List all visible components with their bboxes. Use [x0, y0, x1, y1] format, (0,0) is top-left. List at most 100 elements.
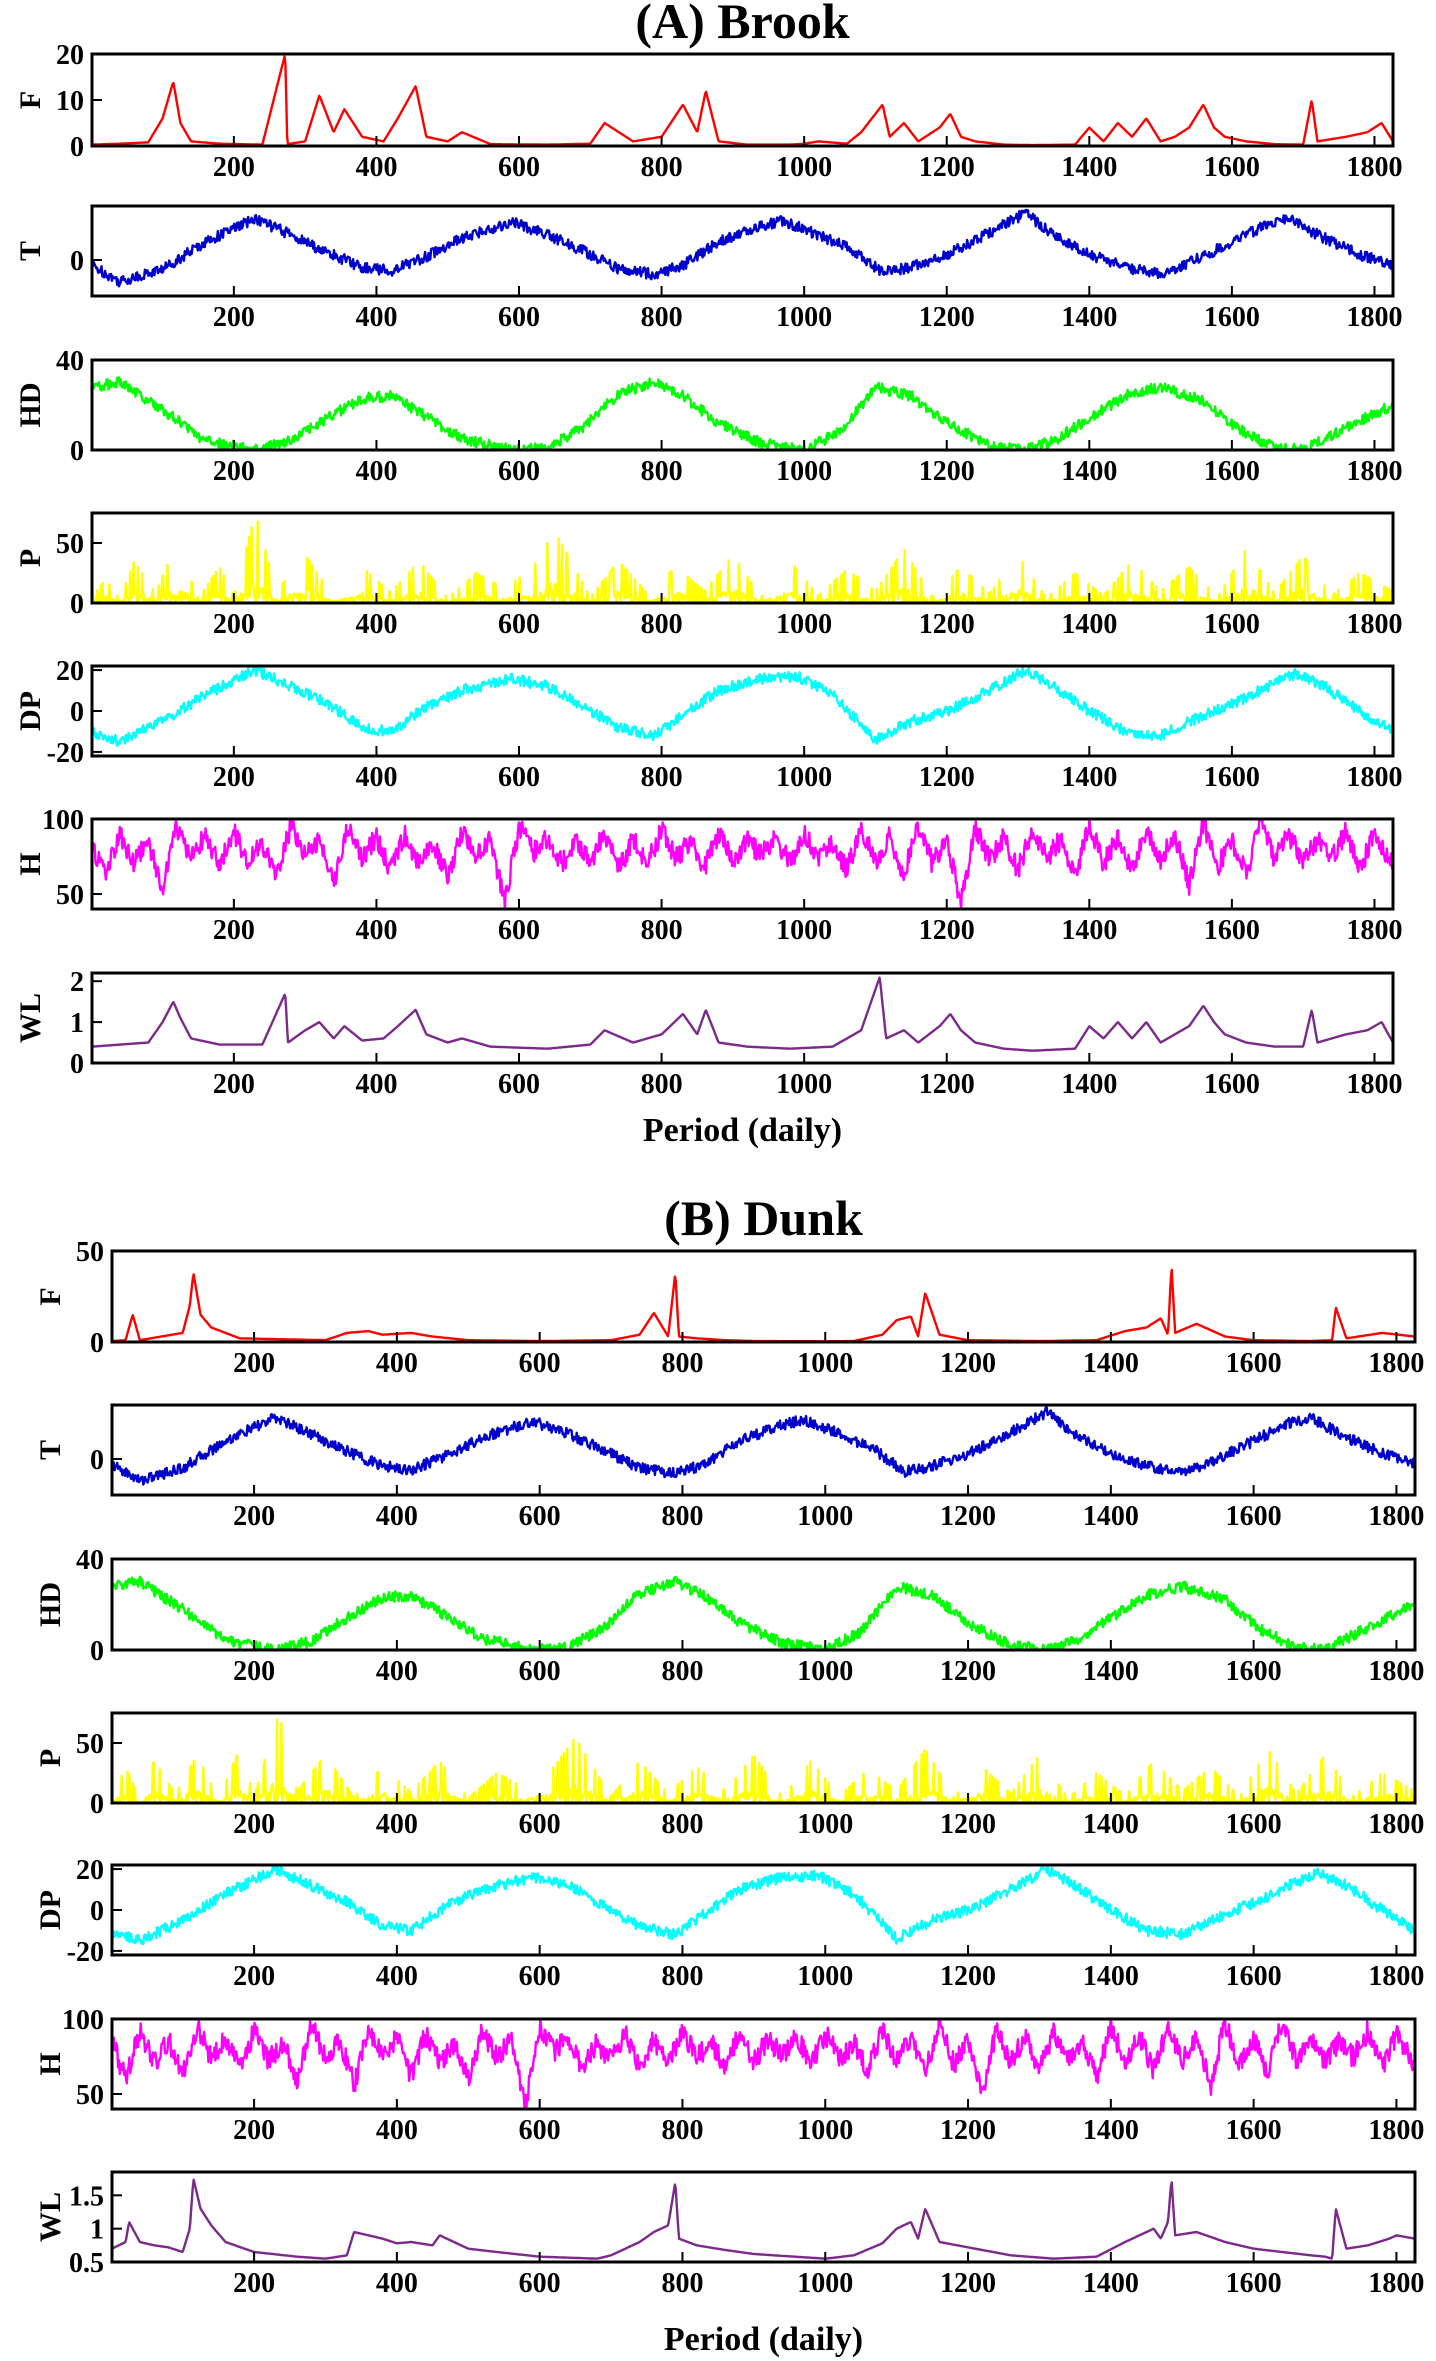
x-tick-label: 400	[376, 1961, 418, 1992]
x-tick-label: 1600	[1226, 1809, 1282, 1840]
x-tick-label: 1800	[1346, 302, 1402, 333]
x-tick-label: 1600	[1204, 609, 1260, 640]
y-axis-label: P	[34, 1749, 67, 1767]
x-tick-label: 1600	[1226, 1348, 1282, 1379]
x-tick-label: 800	[641, 302, 683, 333]
y-tick-label: 1.5	[69, 2181, 104, 2212]
x-tick-label: 1200	[940, 2268, 996, 2299]
x-tick-label: 1400	[1061, 152, 1117, 183]
y-tick-label: 0	[90, 1896, 104, 1927]
axes-box	[90, 511, 1395, 605]
x-tick-label: 600	[519, 1809, 561, 1840]
x-tick-label: 400	[355, 762, 397, 793]
y-tick-label: 20	[56, 40, 84, 71]
y-tick-label: 0	[70, 246, 84, 277]
x-tick-label: 1000	[776, 762, 832, 793]
x-tick-label: 800	[661, 2115, 703, 2146]
x-tick-label: 800	[661, 2268, 703, 2299]
x-tick-label: 800	[661, 1809, 703, 1840]
x-tick-label: 1400	[1083, 1348, 1139, 1379]
x-tick-label: 1400	[1083, 1961, 1139, 1992]
x-tick-label: 400	[355, 609, 397, 640]
series-line-t	[112, 1406, 1415, 1486]
x-tick-label: 1800	[1346, 762, 1402, 793]
x-tick-label: 400	[376, 2268, 418, 2299]
series-line-dp	[92, 666, 1393, 747]
x-tick-label: 1600	[1204, 1069, 1260, 1100]
x-tick-label: 400	[355, 152, 397, 183]
x-tick-label: 200	[233, 1501, 275, 1532]
y-tick-label: 0	[70, 436, 84, 467]
y-tick-label: 20	[76, 1855, 104, 1886]
x-tick-label: 1800	[1368, 1501, 1424, 1532]
chart-title: (A) Brook	[635, 0, 850, 49]
x-tick-label: 1600	[1204, 915, 1260, 946]
y-tick-label: 0	[90, 1636, 104, 1667]
chart-title: (B) Dunk	[664, 1190, 863, 1246]
x-tick-label: 1600	[1204, 762, 1260, 793]
x-tick-label: 600	[498, 302, 540, 333]
y-tick-label: -20	[67, 1937, 104, 1968]
x-tick-label: 1400	[1083, 2115, 1139, 2146]
y-axis-label: HD	[34, 1582, 67, 1627]
x-tick-label: 1200	[919, 1069, 975, 1100]
x-tick-label: 1400	[1061, 456, 1117, 487]
series-line-hd	[92, 376, 1393, 450]
series-line-hd	[112, 1575, 1415, 1650]
x-tick-label: 400	[376, 2115, 418, 2146]
y-axis-label: F	[34, 1287, 67, 1305]
x-tick-label: 1200	[940, 1809, 996, 1840]
series-line-t	[92, 208, 1393, 288]
x-tick-label: 600	[498, 915, 540, 946]
y-axis-label: T	[34, 1440, 67, 1460]
y-tick-label: 0	[90, 1445, 104, 1476]
y-tick-label: 50	[76, 2080, 104, 2111]
y-tick-label: 0.5	[69, 2248, 104, 2279]
x-tick-label: 1400	[1083, 1656, 1139, 1687]
x-tick-label: 200	[213, 456, 255, 487]
y-tick-label: 100	[42, 805, 84, 836]
y-axis-label: P	[14, 549, 47, 567]
x-tick-label: 400	[355, 302, 397, 333]
x-tick-label: 200	[233, 2115, 275, 2146]
subplot-p: 0 50 P 200 400 600 800 1000 1200 1400 1600 1800	[14, 511, 1402, 640]
x-tick-label: 1600	[1226, 1961, 1282, 1992]
x-tick-label: 600	[519, 1961, 561, 1992]
x-tick-label: 200	[213, 302, 255, 333]
x-tick-label: 200	[233, 2268, 275, 2299]
series-line-dp	[112, 1865, 1415, 1946]
x-tick-label: 1200	[940, 1348, 996, 1379]
x-tick-label: 200	[213, 609, 255, 640]
x-tick-label: 1200	[919, 456, 975, 487]
y-tick-label: 50	[56, 529, 84, 560]
x-tick-label: 1800	[1368, 1809, 1424, 1840]
y-tick-label: 1	[70, 1008, 84, 1039]
x-tick-label: 600	[519, 1656, 561, 1687]
y-tick-label: 0	[70, 589, 84, 620]
x-tick-label: 600	[498, 1069, 540, 1100]
x-tick-label: 1000	[776, 915, 832, 946]
x-tick-label: 1000	[776, 609, 832, 640]
x-tick-label: 200	[213, 152, 255, 183]
subplot-dp: -20 0 20 DP 200 400 600 800 1000 1200 1400 1600 1800	[34, 1855, 1424, 1992]
x-tick-label: 1400	[1061, 762, 1117, 793]
x-tick-label: 1000	[776, 302, 832, 333]
x-tick-label: 400	[376, 1501, 418, 1532]
subplot-wl: 0.511.5WL 200 400 600 800 1000 1200 1400 1600 180…	[34, 2170, 1424, 2299]
x-tick-label: 1600	[1226, 1656, 1282, 1687]
x-tick-label: 1400	[1083, 1501, 1139, 1532]
x-tick-label: 1000	[797, 2268, 853, 2299]
subplot-t: 0 T 200 400 600 800 1000 1200 1400 1600 1800	[34, 1403, 1424, 1532]
axes-box	[110, 1711, 1417, 1805]
x-tick-label: 1400	[1061, 302, 1117, 333]
x-tick-label: 800	[661, 1501, 703, 1532]
x-tick-label: 800	[641, 1069, 683, 1100]
series-line-h	[92, 819, 1393, 909]
x-axis-label: Period (daily)	[664, 2321, 863, 2358]
x-tick-label: 200	[213, 915, 255, 946]
x-tick-label: 800	[661, 1961, 703, 1992]
